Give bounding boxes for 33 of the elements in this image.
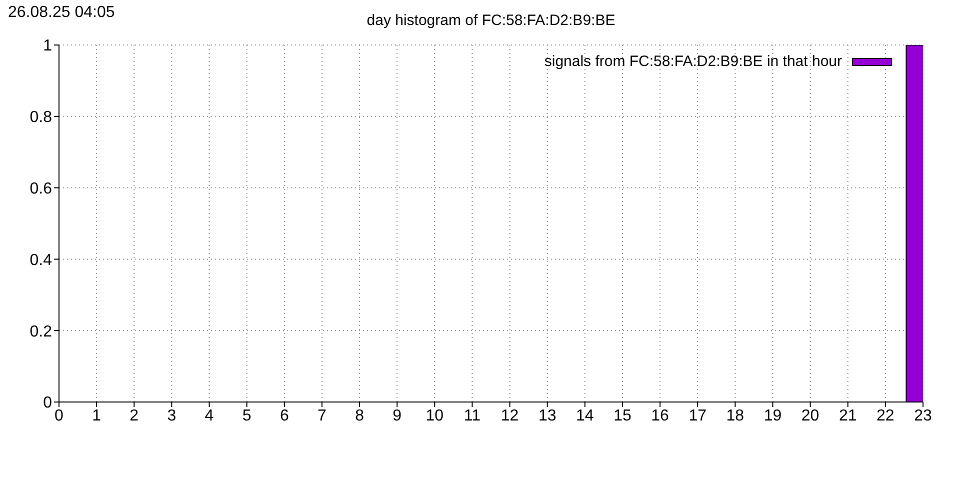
x-tick-label: 23 — [914, 407, 932, 424]
x-tick-label: 4 — [204, 407, 214, 424]
x-tick-label: 5 — [242, 407, 252, 424]
chart-title: day histogram of FC:58:FA:D2:B9:BE — [366, 12, 616, 29]
x-tick-label: 22 — [876, 407, 894, 424]
x-tick-label: 1 — [92, 407, 102, 424]
x-tick-label: 6 — [280, 407, 289, 424]
y-tick-label: 1 — [43, 38, 52, 55]
x-tick-label: 0 — [54, 407, 64, 424]
y-tick-label: 0.6 — [30, 180, 52, 198]
y-tick-label: 0.2 — [30, 323, 52, 340]
x-tick-label: 7 — [318, 407, 327, 424]
x-tick-label: 2 — [130, 407, 139, 424]
x-tick-label: 20 — [801, 407, 820, 424]
x-tick-label: 16 — [651, 407, 670, 424]
x-tick-label: 21 — [838, 407, 857, 424]
x-tick-label: 13 — [538, 407, 556, 424]
x-tick-label: 9 — [392, 407, 402, 424]
y-tick-label: 0.4 — [30, 252, 52, 269]
y-tick-label: 0 — [43, 394, 52, 412]
x-tick-label: 19 — [764, 407, 782, 424]
text: 26.08.25 04:05 — [8, 4, 115, 22]
y-tick-label: 0.8 — [30, 109, 52, 126]
x-tick-label: 3 — [167, 407, 176, 424]
x-tick-label: 11 — [464, 407, 481, 424]
x-tick-label: 14 — [576, 407, 594, 424]
legend-label: signals from FC:58:FA:D2:B9:BE in that hour — [544, 53, 842, 70]
x-tick-label: 10 — [426, 407, 444, 424]
x-tick-label: 17 — [688, 407, 707, 424]
x-tick-label: 15 — [614, 407, 632, 424]
x-tick-label: 12 — [500, 407, 519, 424]
x-tick-label: 8 — [355, 407, 364, 424]
x-tick-label: 18 — [726, 407, 744, 424]
